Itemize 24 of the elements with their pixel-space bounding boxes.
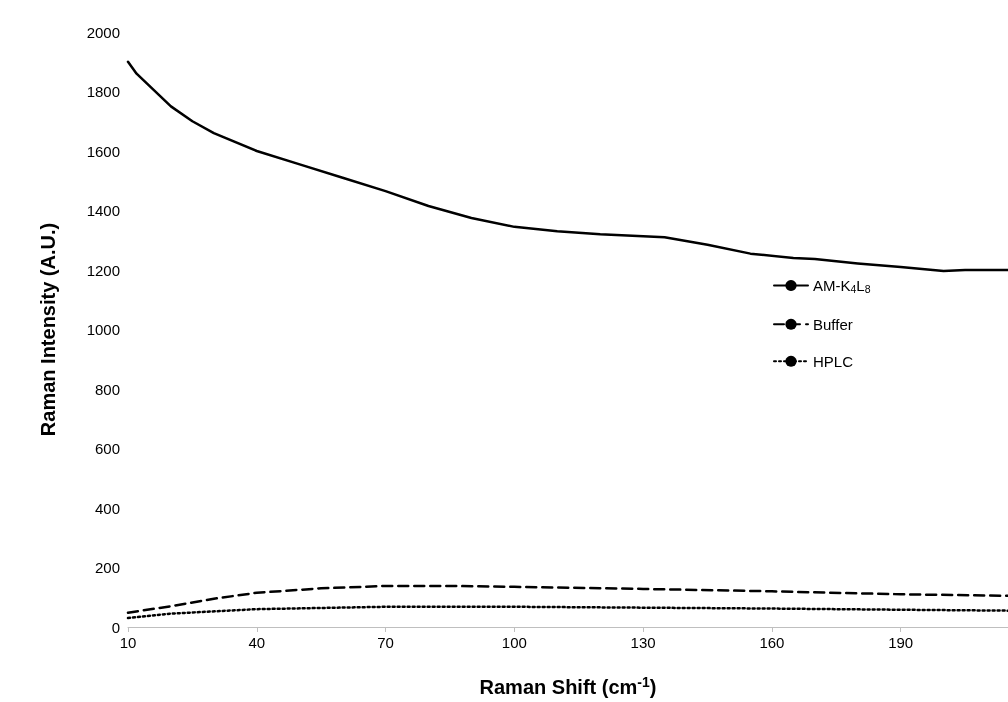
- legend-label: Buffer: [813, 315, 853, 333]
- y-tick-label: 200: [94, 559, 120, 576]
- y-tick-label: 1800: [86, 83, 120, 100]
- x-tick-label: 70: [377, 634, 394, 651]
- y-tick-label: 2000: [86, 23, 120, 41]
- y-tick-label: 1200: [86, 261, 120, 279]
- x-tick-label: 40: [248, 634, 266, 651]
- y-tick-label: 0: [111, 618, 120, 636]
- x-tick-label: 190: [888, 634, 914, 651]
- y-tick-label: 400: [94, 499, 120, 517]
- x-tick-label: 130: [630, 634, 656, 651]
- line-series: [126, 60, 1008, 273]
- x-tick-label: 160: [759, 634, 785, 651]
- x-tick-label: 10: [119, 634, 137, 651]
- y-tick-label: 1000: [86, 321, 120, 338]
- legend-label: HPLC: [813, 352, 854, 370]
- line-series: [126, 605, 1008, 620]
- y-tick-label: 1600: [86, 142, 120, 160]
- line-series: [126, 584, 1008, 614]
- y-tick-label: 600: [94, 440, 120, 457]
- y-axis-title: Raman Intensity (A.U.): [37, 222, 59, 437]
- y-tick-label: 1400: [86, 202, 120, 219]
- y-tick-label: 800: [94, 380, 120, 398]
- x-tick-label: 100: [501, 634, 527, 651]
